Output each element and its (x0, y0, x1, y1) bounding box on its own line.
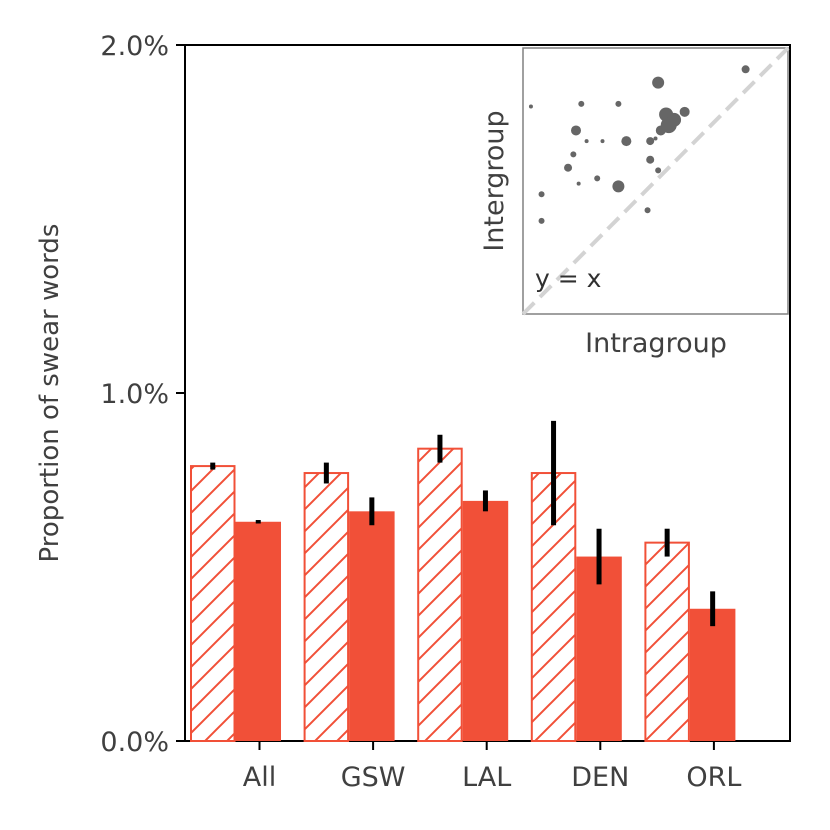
x-tick-label-lal: LAL (462, 762, 511, 793)
inset-scatter: y = x Intragroup Intergroup (479, 46, 790, 359)
x-tick-label-all: All (243, 762, 276, 793)
inset-point (564, 163, 573, 172)
inset-point (646, 155, 655, 164)
inset-reference-line (521, 46, 790, 316)
inset-point (571, 125, 581, 136)
bar-intragroup-orl (644, 541, 690, 743)
inset-point (741, 65, 750, 74)
inset-point (538, 217, 545, 224)
inset-point (646, 137, 655, 146)
x-tick-label-den: DEN (571, 762, 629, 793)
inset-point (612, 180, 625, 193)
inset-point (667, 112, 682, 127)
y-tick-label: 0.0% (100, 727, 169, 758)
x-tick-label-orl: ORL (686, 762, 741, 793)
y-tick-label: 2.0% (100, 31, 169, 62)
bar-intragroup-gsw (303, 472, 350, 742)
inset-point (621, 136, 632, 147)
inset-point (655, 167, 662, 174)
y-tick-label: 1.0% (100, 379, 169, 410)
bar-intergroup-den (576, 556, 622, 741)
bar-intergroup-gsw (349, 511, 395, 741)
error-bars-layer (210, 420, 716, 627)
inset-points-layer (528, 65, 750, 224)
inset-x-label: Intragroup (585, 328, 727, 359)
inset-point (594, 175, 601, 182)
inset-point (578, 100, 585, 107)
inset-annotation: y = x (535, 264, 601, 293)
inset-point (600, 139, 605, 144)
inset-point (576, 181, 581, 186)
inset-point (653, 136, 658, 141)
y-axis-label: Proportion of swear words (35, 224, 65, 563)
bar-intergroup-all (235, 521, 281, 741)
inset-point (584, 139, 589, 144)
inset-point (679, 106, 690, 117)
inset-point (652, 76, 665, 89)
bar-intragroup-lal (417, 447, 463, 742)
inset-y-label: Intergroup (479, 110, 510, 251)
inset-point (615, 100, 622, 107)
inset-point (528, 104, 533, 109)
bar-intragroup-all (190, 465, 236, 742)
y-axis-ticks: 0.0% 1.0% 2.0% (100, 31, 185, 758)
x-axis-ticks: All GSW LAL DEN ORL (243, 741, 741, 793)
x-tick-label-gsw: GSW (341, 762, 406, 793)
inset-point (538, 191, 545, 198)
bar-intergroup-lal (462, 500, 509, 741)
inset-point (644, 207, 651, 214)
bar-intergroup-orl (689, 608, 736, 741)
inset-point (570, 151, 577, 158)
